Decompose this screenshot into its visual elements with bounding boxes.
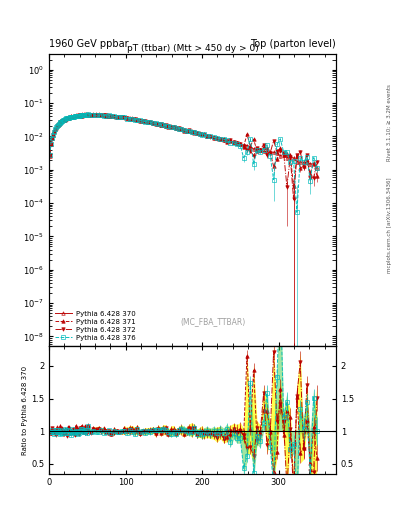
Pythia 6.428 376 (308, 178, 312, 184)
Pythia 6.428 370 (314, 165, 319, 171)
Pythia 6.428 371 (83, 111, 88, 117)
Pythia 6.428 371 (197, 131, 202, 137)
Pythia 6.428 372 (314, 159, 319, 165)
Pythia 6.428 376 (314, 165, 319, 171)
Pythia 6.428 372 (72, 114, 76, 120)
Text: Rivet 3.1.10; ≥ 3.2M events: Rivet 3.1.10; ≥ 3.2M events (387, 84, 391, 161)
Pythia 6.428 371 (235, 140, 239, 146)
Text: 1960 GeV ppbar: 1960 GeV ppbar (49, 38, 129, 49)
Pythia 6.428 376 (86, 111, 90, 117)
Pythia 6.428 371 (156, 121, 160, 127)
Pythia 6.428 376 (294, 209, 299, 216)
Line: Pythia 6.428 372: Pythia 6.428 372 (48, 113, 319, 201)
Pythia 6.428 371 (291, 183, 296, 189)
Pythia 6.428 372 (291, 196, 296, 202)
Pythia 6.428 376 (197, 131, 202, 137)
Pythia 6.428 376 (156, 121, 160, 127)
Pythia 6.428 372 (308, 175, 312, 181)
Pythia 6.428 371 (48, 153, 52, 159)
Line: Pythia 6.428 376: Pythia 6.428 376 (48, 113, 319, 214)
Title: pT (t̄tbar) (Mtt > 450 dy > 0): pT (t̄tbar) (Mtt > 450 dy > 0) (127, 44, 259, 53)
Pythia 6.428 372 (78, 112, 83, 118)
Pythia 6.428 376 (72, 114, 76, 120)
Pythia 6.428 371 (72, 113, 76, 119)
Pythia 6.428 370 (197, 131, 202, 137)
Pythia 6.428 370 (48, 152, 52, 158)
Text: Top (parton level): Top (parton level) (250, 38, 336, 49)
Pythia 6.428 372 (156, 121, 160, 127)
Pythia 6.428 371 (78, 112, 83, 118)
Pythia 6.428 371 (314, 173, 319, 179)
Pythia 6.428 372 (235, 140, 239, 146)
Pythia 6.428 370 (78, 113, 83, 119)
Pythia 6.428 376 (235, 141, 239, 147)
Pythia 6.428 370 (85, 112, 90, 118)
Y-axis label: Ratio to Pythia 6.428 370: Ratio to Pythia 6.428 370 (22, 366, 28, 455)
Pythia 6.428 370 (305, 159, 309, 165)
Pythia 6.428 372 (48, 152, 52, 158)
Pythia 6.428 376 (78, 112, 83, 118)
Line: Pythia 6.428 370: Pythia 6.428 370 (48, 113, 319, 170)
Line: Pythia 6.428 371: Pythia 6.428 371 (48, 112, 319, 188)
Legend: Pythia 6.428 370, Pythia 6.428 371, Pythia 6.428 372, Pythia 6.428 376: Pythia 6.428 370, Pythia 6.428 371, Pyth… (53, 309, 137, 343)
Text: (MC_FBA_TTBAR): (MC_FBA_TTBAR) (180, 317, 245, 326)
Pythia 6.428 370 (235, 140, 239, 146)
Pythia 6.428 371 (308, 170, 312, 177)
Pythia 6.428 370 (72, 113, 76, 119)
Pythia 6.428 370 (156, 121, 160, 127)
Pythia 6.428 372 (197, 131, 202, 137)
Pythia 6.428 376 (48, 152, 52, 158)
Pythia 6.428 372 (86, 112, 90, 118)
Text: mcplots.cern.ch [arXiv:1306.3436]: mcplots.cern.ch [arXiv:1306.3436] (387, 178, 391, 273)
